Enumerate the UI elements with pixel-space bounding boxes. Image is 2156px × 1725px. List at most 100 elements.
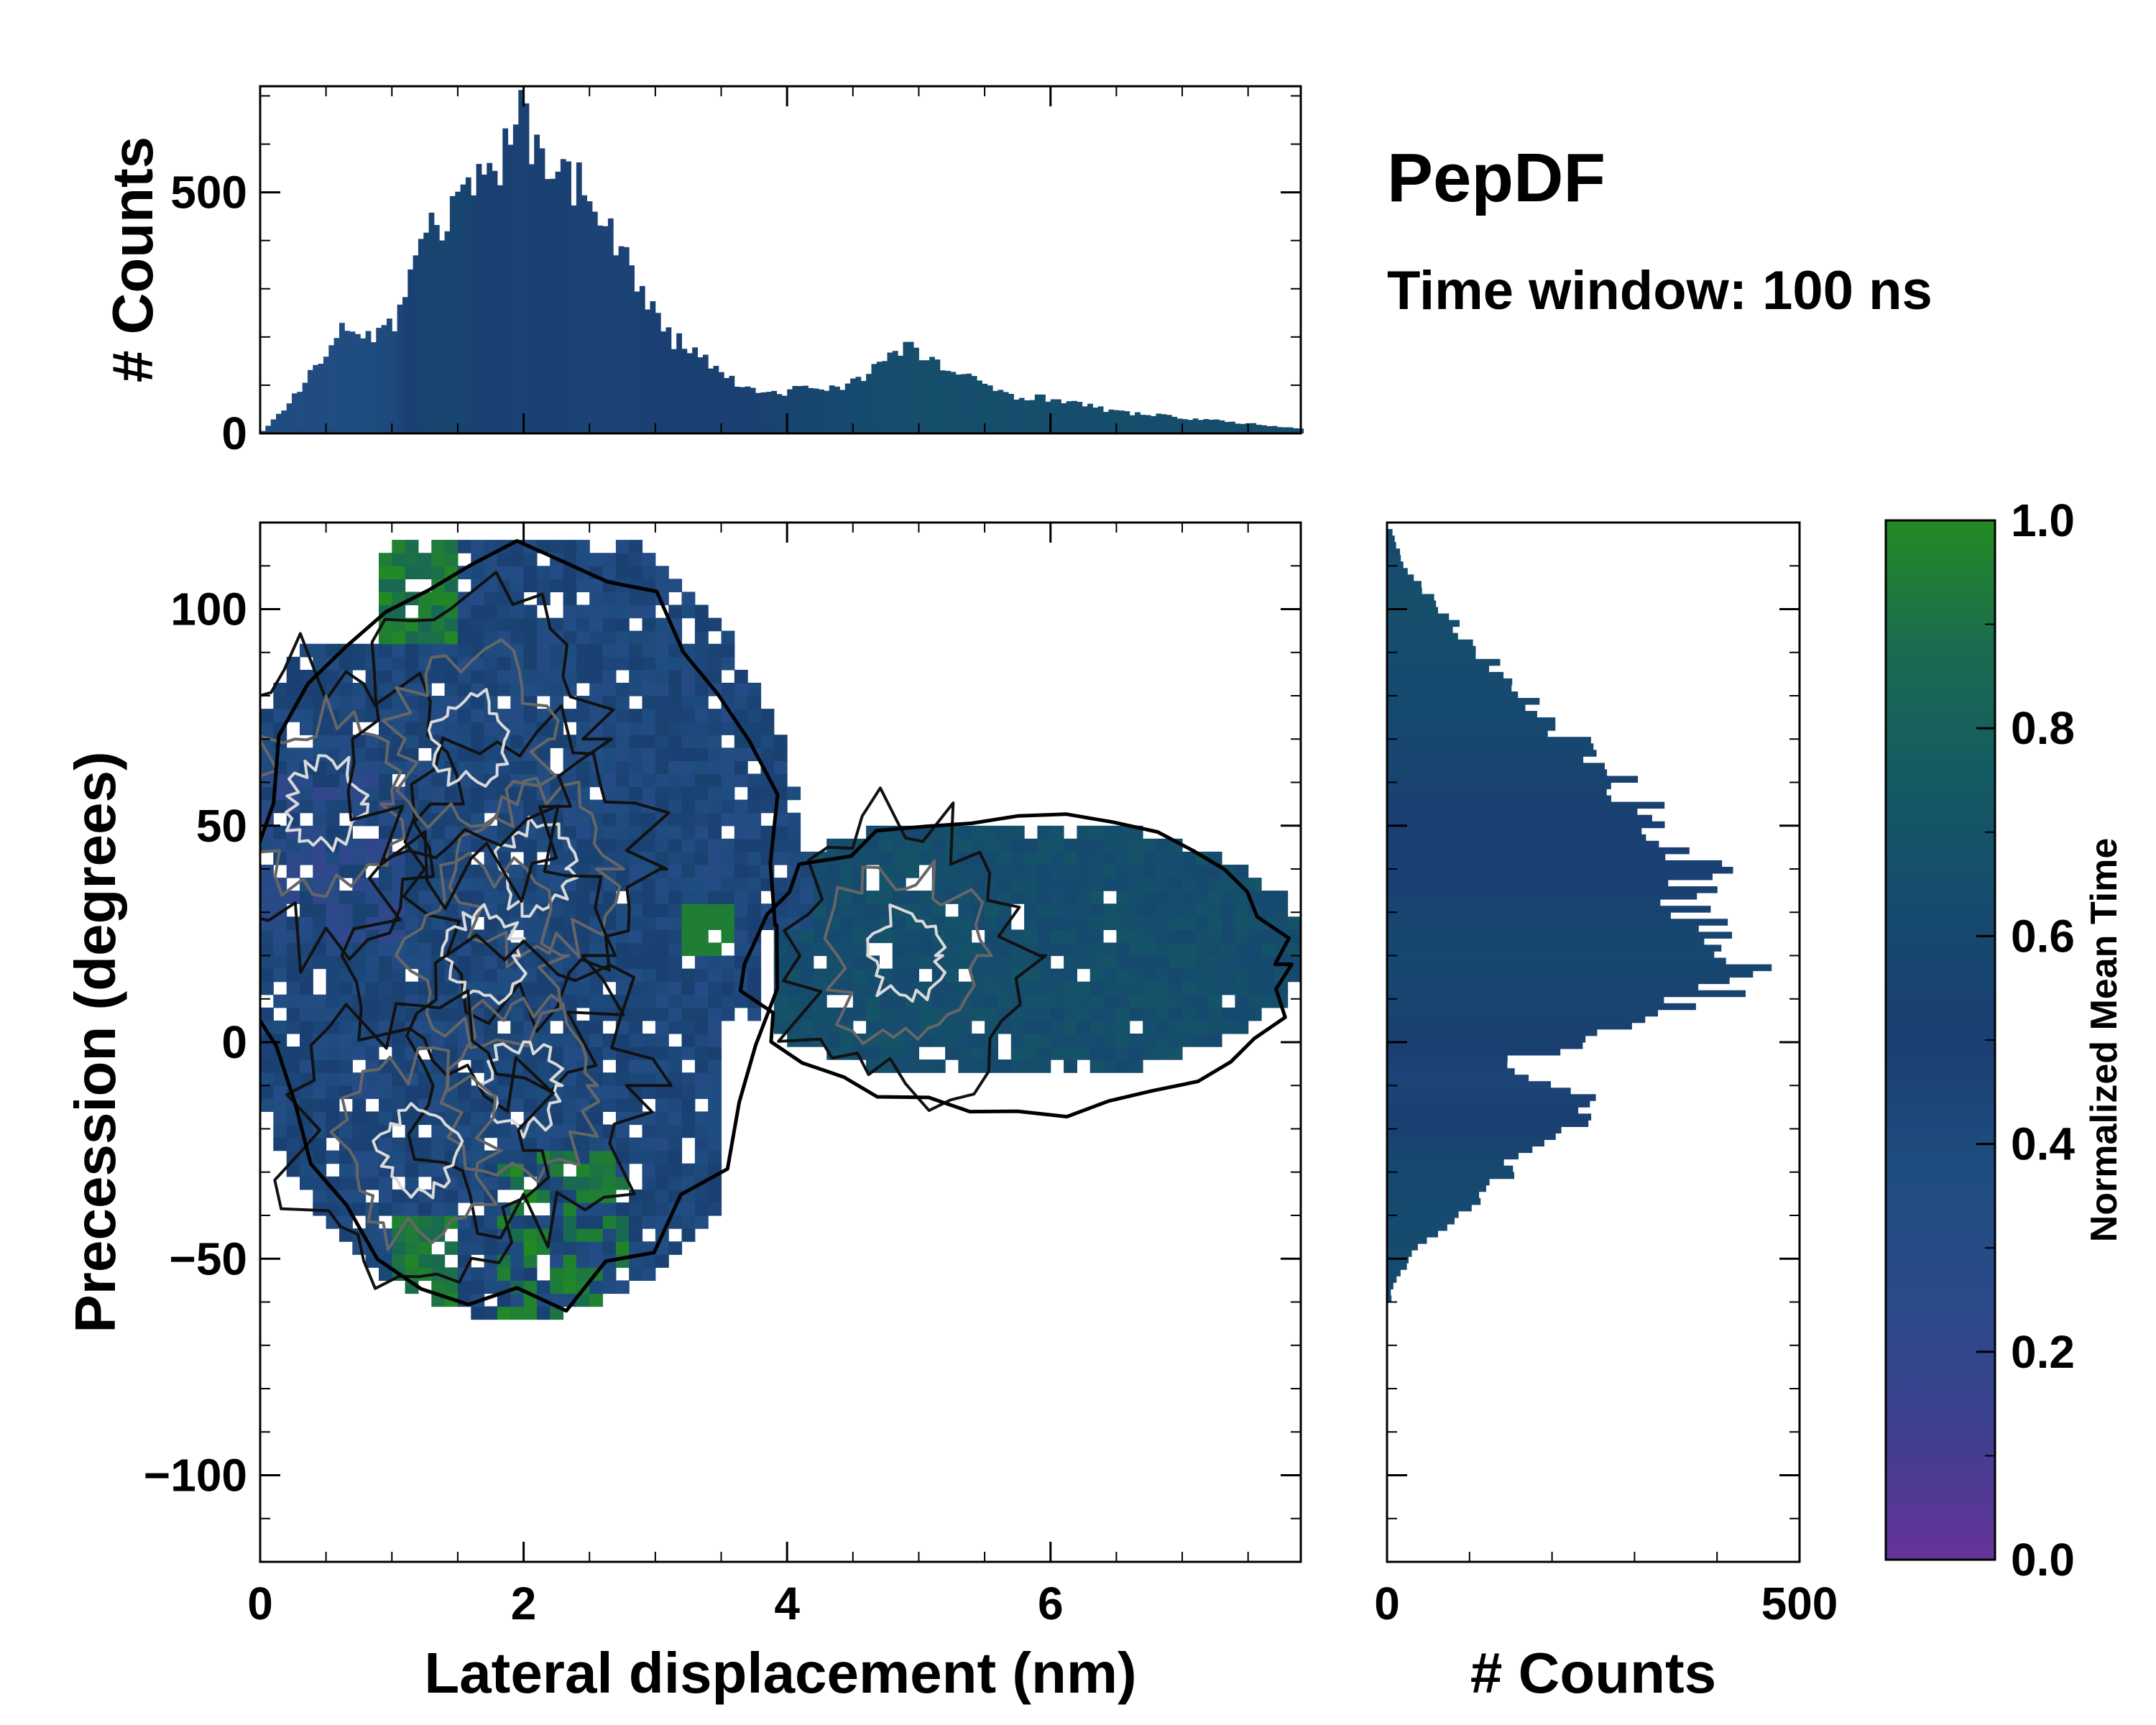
heatmap-cell <box>339 1163 353 1177</box>
heatmap-cell <box>1261 891 1275 904</box>
top-histogram-bar <box>1230 421 1235 433</box>
heatmap-cell <box>681 1163 696 1177</box>
heatmap-cell <box>1129 878 1143 891</box>
right-histogram-bar <box>1387 788 1607 796</box>
heatmap-cell <box>958 955 972 970</box>
heatmap-cell <box>721 799 735 814</box>
right-histogram-bar <box>1387 1003 1696 1011</box>
right-histogram-bar <box>1387 645 1476 653</box>
heatmap-cell <box>379 1241 392 1255</box>
heatmap-cell <box>1156 994 1170 1008</box>
heatmap-cell <box>339 981 353 995</box>
heatmap-cell <box>998 851 1012 865</box>
heatmap-cell <box>1287 916 1301 930</box>
heatmap-cell <box>642 566 656 579</box>
heatmap-cell <box>681 1072 696 1086</box>
top-histogram-bar <box>1171 416 1178 433</box>
top-histogram-bar <box>1198 420 1204 433</box>
heatmap-cell <box>405 865 419 878</box>
heatmap-cell <box>510 617 525 632</box>
heatmap-cell <box>1208 916 1222 930</box>
colorbar-tick-label: 0.0 <box>2011 1534 2075 1586</box>
heatmap-cell <box>1064 955 1077 970</box>
heatmap-cell <box>589 994 604 1008</box>
heatmap-cell <box>563 1085 577 1099</box>
main-ytick-label: 100 <box>170 584 247 635</box>
heatmap-cell <box>471 1046 485 1060</box>
heatmap-cell <box>510 722 525 735</box>
heatmap-cell <box>536 1306 550 1320</box>
heatmap-cell <box>1103 1046 1117 1060</box>
heatmap-cell <box>1077 955 1091 970</box>
heatmap-cell <box>497 891 511 904</box>
heatmap-cell <box>655 760 669 775</box>
heatmap-cell <box>985 1046 998 1060</box>
heatmap-cell <box>418 1215 432 1229</box>
heatmap-cell <box>629 916 643 930</box>
heatmap-cell <box>550 1176 564 1190</box>
heatmap-cell <box>457 1228 471 1242</box>
right-histogram-bar <box>1387 1211 1459 1218</box>
heatmap-cell <box>918 903 933 917</box>
heatmap-cell <box>365 1085 379 1099</box>
heatmap-cell <box>1116 903 1130 917</box>
heatmap-cell <box>708 1046 722 1060</box>
heatmap-cell <box>642 617 656 632</box>
heatmap-cell <box>1182 1034 1196 1047</box>
top-histogram-bar <box>876 362 883 433</box>
top-histogram-bar <box>1087 403 1093 433</box>
right-histogram-bar <box>1387 763 1605 770</box>
heatmap-cell <box>655 916 669 930</box>
heatmap-cell <box>681 669 696 684</box>
top-histogram-bar <box>512 124 519 433</box>
heatmap-cell <box>457 540 471 553</box>
right-xtick-label: 0 <box>1374 1578 1400 1629</box>
heatmap-cell <box>1116 891 1130 904</box>
right-histogram-bar <box>1387 964 1772 972</box>
heatmap-cell <box>497 1124 511 1138</box>
top-histogram-bar <box>866 374 872 433</box>
heatmap-cell <box>1208 955 1222 970</box>
heatmap-cell <box>326 955 340 970</box>
right-histogram-bar <box>1387 555 1401 562</box>
heatmap-cell <box>839 929 854 944</box>
heatmap-cell <box>300 1098 313 1112</box>
heatmap-cell <box>668 812 683 827</box>
heatmap-cell <box>906 838 919 852</box>
density-contour <box>777 786 1047 1113</box>
heatmap-cell <box>708 1202 722 1216</box>
heatmap-cell <box>694 1124 709 1138</box>
heatmap-cell <box>773 748 788 761</box>
heatmap-cell <box>510 1228 525 1242</box>
heatmap-cell <box>536 748 550 761</box>
heatmap-cell <box>642 656 656 671</box>
top-histogram-bar <box>898 355 903 433</box>
right-histogram-bar <box>1387 873 1713 880</box>
heatmap-cell <box>708 1098 722 1112</box>
heatmap-cell <box>852 1007 867 1021</box>
heatmap-cell <box>985 994 998 1008</box>
top-histogram-bar <box>1208 420 1215 433</box>
right-histogram-bars <box>1387 529 1772 1302</box>
heatmap-cell <box>655 929 669 944</box>
heatmap-cell <box>629 604 643 619</box>
heatmap-cell <box>589 1085 604 1099</box>
heatmap-cell <box>1195 878 1210 891</box>
right-histogram-bar <box>1387 1055 1508 1062</box>
heatmap-cell <box>339 1059 353 1073</box>
heatmap-cell <box>866 891 880 904</box>
heatmap-cell <box>1287 929 1301 944</box>
heatmap-cell <box>497 604 511 619</box>
top-histogram-bar <box>1287 427 1294 433</box>
heatmap-cell <box>523 656 538 671</box>
heatmap-cell <box>313 1098 327 1112</box>
heatmap-cell <box>444 604 459 619</box>
heatmap-cell <box>602 669 617 684</box>
heatmap-cell <box>655 786 669 801</box>
heatmap-cell <box>405 981 419 995</box>
top-histogram-bar <box>1040 394 1046 433</box>
heatmap-cell <box>1116 838 1130 852</box>
top-ytick-label: 0 <box>221 408 247 459</box>
heatmap-cell <box>1208 942 1222 957</box>
heatmap-cell <box>1077 865 1091 878</box>
